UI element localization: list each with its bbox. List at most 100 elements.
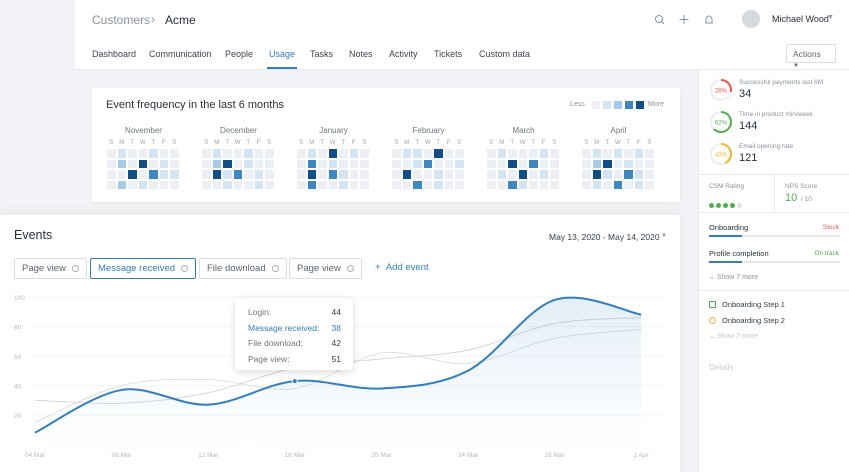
heat-cell [518, 159, 527, 168]
y-tick-label: 20 [14, 413, 22, 420]
heat-cell [444, 149, 453, 158]
heat-cell [444, 170, 453, 179]
stat-value: 34 [739, 88, 752, 100]
add-event[interactable]: + Add event [375, 262, 429, 273]
month-label: January [319, 126, 348, 135]
weekday-label: F [161, 140, 166, 146]
weekday-label: S [457, 140, 462, 146]
weekday-label: S [267, 140, 272, 146]
heat-cell [128, 149, 137, 158]
stat-label: Successful payments last 6M [739, 79, 824, 86]
heat-cell [328, 180, 337, 189]
heat-cell [297, 149, 306, 158]
heat-cell [318, 170, 327, 179]
user-name[interactable]: Michael Wood [772, 14, 829, 24]
heat-cell [159, 159, 168, 168]
filter-chip[interactable]: Page view [289, 258, 362, 279]
nav-tab[interactable]: Tickets [434, 49, 463, 59]
weekday-label: W [234, 140, 241, 146]
bell-icon[interactable] [705, 15, 713, 24]
nav-tab[interactable]: Communication [149, 49, 212, 59]
filter-remove[interactable] [71, 265, 79, 272]
date-range[interactable]: May 13, 2020 - May 14, 2020 [549, 232, 660, 242]
heat-cell [265, 170, 274, 179]
heat-cell [233, 149, 242, 158]
nav-tab[interactable]: Notes [349, 49, 373, 59]
weekday-label: S [172, 140, 177, 146]
heat-cell [634, 180, 643, 189]
heat-cell [149, 149, 158, 158]
nav-tab[interactable]: Activity [389, 49, 418, 59]
weekday-label: F [351, 140, 356, 146]
nav-tab[interactable]: Dashboard [92, 49, 137, 59]
active-tab-underline [267, 67, 297, 69]
nav-tab[interactable]: Usage [269, 49, 296, 59]
nav-tab[interactable]: People [225, 49, 254, 59]
filter-remove[interactable] [181, 265, 189, 272]
actions-label: Actions [793, 49, 821, 59]
heat-cell [455, 159, 464, 168]
avatar[interactable] [742, 10, 760, 28]
heat-cell [539, 170, 548, 179]
ring-label: 43% [715, 153, 728, 159]
series-line [34, 296, 642, 434]
heat-cell [244, 180, 253, 189]
filter-chip[interactable]: Message received [90, 258, 197, 279]
show-more[interactable]: ⌄ Show 2 more [709, 333, 759, 340]
weekday-label: M [214, 140, 220, 146]
heat-cell [603, 180, 612, 189]
csm-label: CSM Rating [709, 183, 745, 190]
weekday-label: F [541, 140, 546, 146]
heat-cell [202, 159, 211, 168]
filter-chip[interactable]: Page view [14, 258, 87, 279]
heat-cell [497, 180, 506, 189]
filter-remove[interactable] [346, 265, 354, 272]
step-label: Onboarding Step 1 [722, 300, 785, 309]
heat-cell [413, 159, 422, 168]
month-label: April [610, 126, 627, 135]
filter-remove[interactable] [271, 265, 279, 272]
stat-value: 121 [739, 152, 758, 164]
heat-cell [645, 149, 654, 158]
heat-cell [212, 149, 221, 158]
tooltip-value: 38 [331, 322, 341, 333]
nav-tab[interactable]: Custom data [479, 49, 531, 59]
actions-button[interactable]: Actions ▼ [786, 44, 836, 69]
ring-label: 28% [715, 89, 728, 95]
heat-cell [128, 180, 137, 189]
show-more[interactable]: ⌄ Show 7 more [709, 274, 759, 281]
rating-dot [723, 203, 728, 208]
search-icon[interactable] [655, 15, 663, 23]
weekday-label: W [329, 140, 336, 146]
heat-cell [349, 149, 358, 158]
month-label: February [412, 126, 445, 135]
step-label: Onboarding Step 2 [722, 316, 785, 325]
add-icon[interactable] [679, 15, 689, 24]
heatmap-title: Event frequency in the last 6 months [106, 99, 284, 111]
filter-chip[interactable]: File download [199, 258, 287, 279]
heat-cell [170, 170, 179, 179]
breadcrumb-parent[interactable]: Customers [92, 13, 151, 27]
heat-cell [550, 180, 559, 189]
weekday-label: T [605, 140, 610, 146]
heat-cell [339, 180, 348, 189]
nav-tab[interactable]: Tasks [310, 49, 334, 59]
x-tick-label: 1 Apr [634, 452, 650, 459]
heat-cell [487, 149, 496, 158]
tooltip-label: Message received: [248, 322, 320, 333]
filter-label: Page view [297, 263, 341, 274]
weekday-label: M [309, 140, 315, 146]
weekday-label: T [626, 140, 631, 146]
heat-cell [592, 180, 601, 189]
heat-cell [392, 170, 401, 179]
month-label: December [220, 126, 257, 135]
heat-cell [603, 149, 612, 158]
heat-cell [613, 159, 622, 168]
progress-label: Profile completion [709, 249, 769, 258]
weekday-label: M [404, 140, 410, 146]
heat-cell [487, 159, 496, 168]
heat-cell [212, 159, 221, 168]
weekday-label: S [394, 140, 399, 146]
weekday-label: W [139, 140, 146, 146]
heat-cell [149, 180, 158, 189]
